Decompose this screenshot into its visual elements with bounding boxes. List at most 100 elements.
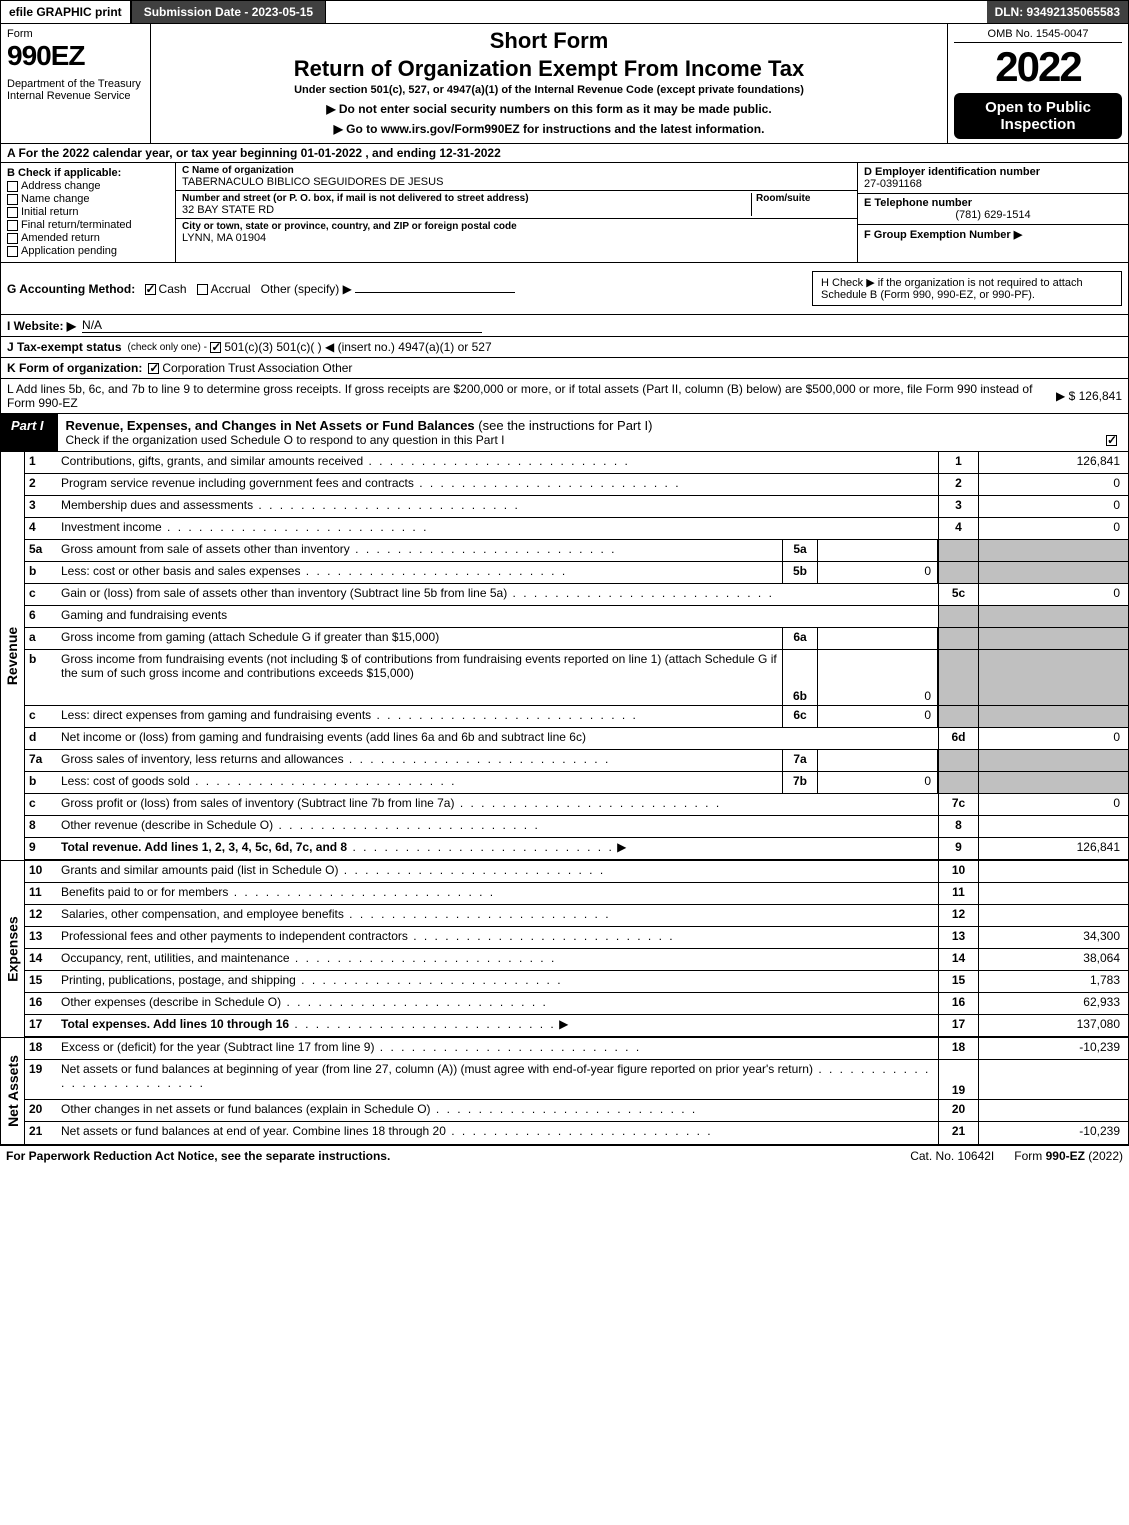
line-6c-amount: 0: [818, 706, 938, 727]
line-18-amount: -10,239: [978, 1038, 1128, 1059]
line-10-amount: [978, 861, 1128, 882]
section-bcd: B Check if applicable: Address change Na…: [0, 163, 1129, 263]
org-name-label: C Name of organization: [182, 165, 851, 176]
city-row: City or town, state or province, country…: [176, 219, 857, 246]
check-accrual[interactable]: [197, 284, 208, 295]
line-11-amount: [978, 883, 1128, 904]
line-16: 16 Other expenses (describe in Schedule …: [25, 993, 1128, 1015]
line-6d: d Net income or (loss) from gaming and f…: [25, 728, 1128, 750]
room-label: Room/suite: [756, 193, 851, 204]
phone-value: (781) 629-1514: [864, 209, 1122, 221]
line-5b-amount: 0: [818, 562, 938, 583]
check-schedule-o[interactable]: [1106, 435, 1117, 446]
other-specify-input[interactable]: [355, 292, 515, 293]
part-1-tag: Part I: [1, 414, 58, 451]
phone-row: E Telephone number (781) 629-1514: [858, 194, 1128, 225]
line-7c-amount: 0: [978, 794, 1128, 815]
line-8-amount: [978, 816, 1128, 837]
line-19: 19 Net assets or fund balances at beginn…: [25, 1060, 1128, 1100]
check-amended-return[interactable]: Amended return: [7, 232, 169, 244]
line-i: I Website: ▶ N/A: [0, 315, 1129, 337]
line-j-label: J Tax-exempt status: [7, 340, 122, 354]
b-header: B Check if applicable:: [7, 167, 169, 179]
line-12: 12 Salaries, other compensation, and emp…: [25, 905, 1128, 927]
street-value: 32 BAY STATE RD: [182, 204, 751, 216]
other-specify: Other (specify) ▶: [261, 282, 352, 296]
expenses-section: Expenses 10 Grants and similar amounts p…: [0, 860, 1129, 1037]
check-501c3[interactable]: [210, 342, 221, 353]
line-7a-amount: [818, 750, 938, 771]
omb-number: OMB No. 1545-0047: [954, 28, 1122, 43]
line-13: 13 Professional fees and other payments …: [25, 927, 1128, 949]
ein-value: 27-0391168: [864, 178, 1122, 190]
line-k: K Form of organization: Corporation Trus…: [0, 358, 1129, 379]
col-d: D Employer identification number 27-0391…: [858, 163, 1128, 262]
line-21-amount: -10,239: [978, 1122, 1128, 1144]
line-21: 21 Net assets or fund balances at end of…: [25, 1122, 1128, 1144]
form-number: 990EZ: [7, 40, 144, 72]
line-14-amount: 38,064: [978, 949, 1128, 970]
check-name-change[interactable]: Name change: [7, 193, 169, 205]
revenue-lines: 1 Contributions, gifts, grants, and simi…: [25, 452, 1128, 860]
line-h-text: H Check ▶ if the organization is not req…: [821, 277, 1083, 301]
line-5a: 5a Gross amount from sale of assets othe…: [25, 540, 1128, 562]
dln-label: DLN: 93492135065583: [987, 1, 1128, 23]
form-header: Form 990EZ Department of the Treasury In…: [0, 24, 1129, 144]
line-19-amount: [978, 1060, 1128, 1099]
ein-row: D Employer identification number 27-0391…: [858, 163, 1128, 194]
header-center: Short Form Return of Organization Exempt…: [151, 24, 948, 143]
check-corporation[interactable]: [148, 363, 159, 374]
efile-print-label[interactable]: efile GRAPHIC print: [1, 1, 132, 23]
check-application-pending[interactable]: Application pending: [7, 245, 169, 257]
line-7b: b Less: cost of goods sold 7b 0: [25, 772, 1128, 794]
line-20: 20 Other changes in net assets or fund b…: [25, 1100, 1128, 1122]
return-title: Return of Organization Exempt From Incom…: [159, 56, 939, 82]
expenses-side-label: Expenses: [1, 861, 25, 1037]
submission-date: Submission Date - 2023-05-15: [132, 1, 326, 23]
line-15-amount: 1,783: [978, 971, 1128, 992]
department-label: Department of the Treasury Internal Reve…: [7, 78, 144, 102]
line-13-amount: 34,300: [978, 927, 1128, 948]
line-14: 14 Occupancy, rent, utilities, and maint…: [25, 949, 1128, 971]
header-left: Form 990EZ Department of the Treasury In…: [1, 24, 151, 143]
line-l: L Add lines 5b, 6c, and 7b to line 9 to …: [0, 379, 1129, 414]
line-7b-amount: 0: [818, 772, 938, 793]
col-b: B Check if applicable: Address change Na…: [1, 163, 176, 262]
line-5c: c Gain or (loss) from sale of assets oth…: [25, 584, 1128, 606]
check-final-return[interactable]: Final return/terminated: [7, 219, 169, 231]
footer-center: Cat. No. 10642I: [890, 1149, 1014, 1163]
line-20-amount: [978, 1100, 1128, 1121]
open-to-public: Open to Public Inspection: [954, 93, 1122, 139]
org-name: TABERNACULO BIBLICO SEGUIDORES DE JESUS: [182, 176, 851, 188]
line-8: 8 Other revenue (describe in Schedule O)…: [25, 816, 1128, 838]
line-2: 2 Program service revenue including gove…: [25, 474, 1128, 496]
line-18: 18 Excess or (deficit) for the year (Sub…: [25, 1038, 1128, 1060]
line-9: 9 Total revenue. Add lines 1, 2, 3, 4, 5…: [25, 838, 1128, 860]
line-k-opts: Corporation Trust Association Other: [162, 361, 352, 375]
group-exemption-row: F Group Exemption Number ▶: [858, 225, 1128, 244]
spacer: [326, 1, 986, 23]
line-7c: c Gross profit or (loss) from sales of i…: [25, 794, 1128, 816]
check-initial-return[interactable]: Initial return: [7, 206, 169, 218]
line-g-h: G Accounting Method: Cash Accrual Other …: [0, 263, 1129, 315]
line-11: 11 Benefits paid to or for members 11: [25, 883, 1128, 905]
line-a: A For the 2022 calendar year, or tax yea…: [0, 144, 1129, 163]
line-6b: b Gross income from fundraising events (…: [25, 650, 1128, 706]
line-g-label: G Accounting Method:: [7, 282, 135, 296]
line-6a: a Gross income from gaming (attach Sched…: [25, 628, 1128, 650]
ein-label: D Employer identification number: [864, 166, 1122, 178]
line-4: 4 Investment income 4 0: [25, 518, 1128, 540]
line-5a-amount: [818, 540, 938, 561]
check-cash[interactable]: [145, 284, 156, 295]
check-address-change[interactable]: Address change: [7, 180, 169, 192]
line-9-amount: 126,841: [978, 838, 1128, 859]
line-6: 6 Gaming and fundraising events: [25, 606, 1128, 628]
org-name-row: C Name of organization TABERNACULO BIBLI…: [176, 163, 857, 191]
instruct-link[interactable]: ▶ Go to www.irs.gov/Form990EZ for instru…: [159, 122, 939, 136]
line-5b: b Less: cost or other basis and sales ex…: [25, 562, 1128, 584]
page-footer: For Paperwork Reduction Act Notice, see …: [0, 1145, 1129, 1166]
line-6b-amount: 0: [818, 650, 938, 705]
line-l-amount: ▶ $ 126,841: [1056, 389, 1122, 403]
short-form-title: Short Form: [159, 28, 939, 54]
line-3: 3 Membership dues and assessments 3 0: [25, 496, 1128, 518]
